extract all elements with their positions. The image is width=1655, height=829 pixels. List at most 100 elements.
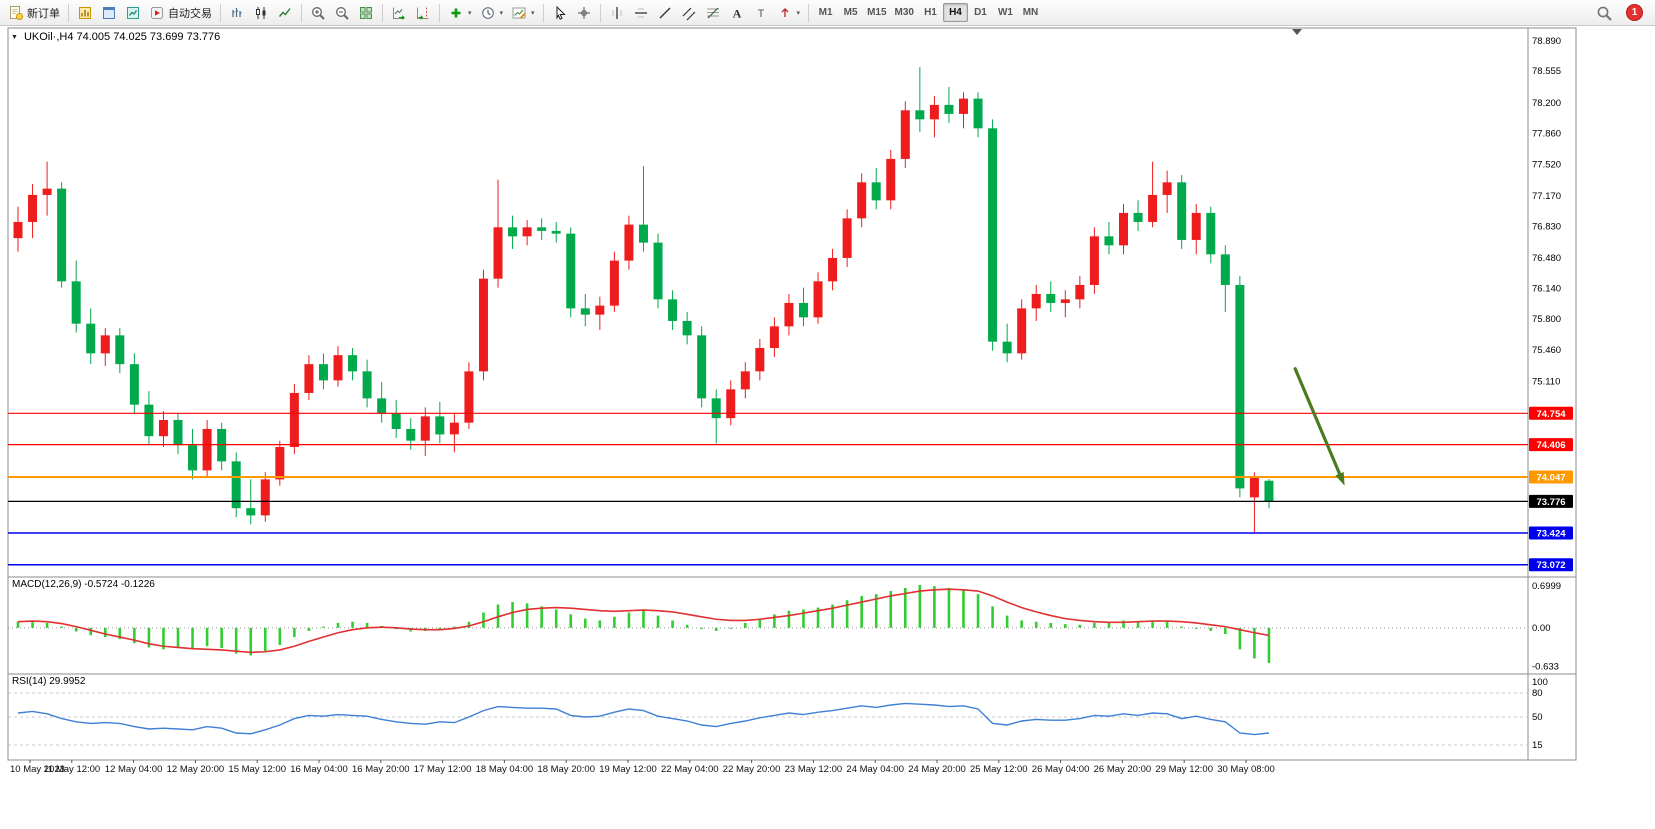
indicators-button[interactable]: ▾ xyxy=(444,2,476,24)
zoom-in-button[interactable] xyxy=(306,2,330,24)
candle xyxy=(1133,200,1143,231)
candle xyxy=(537,218,547,240)
candle xyxy=(464,362,474,429)
time-axis-label: 30 May 08:00 xyxy=(1217,764,1275,775)
data-window-button[interactable] xyxy=(97,2,121,24)
svg-text:T: T xyxy=(757,8,764,20)
vertical-line-button[interactable] xyxy=(605,2,629,24)
chart-shift-marker[interactable] xyxy=(1292,29,1302,35)
timeframe-m5-button[interactable]: M5 xyxy=(843,7,858,18)
strategy-tester-icon xyxy=(125,5,141,21)
horizontal-line-button[interactable] xyxy=(629,2,653,24)
candle xyxy=(988,119,998,351)
time-axis-label: 10 May 2023 xyxy=(10,764,65,775)
tile-windows-button[interactable] xyxy=(354,2,378,24)
toolbar-separator xyxy=(542,3,544,22)
price-axis-label: 76.140 xyxy=(1532,284,1561,295)
timeframe-h1-button[interactable]: H1 xyxy=(924,7,937,18)
candlestick-chart-button[interactable] xyxy=(249,2,273,24)
candle xyxy=(508,215,518,249)
arrows-button[interactable]: ▾ xyxy=(773,2,805,24)
candle xyxy=(726,380,736,426)
candle xyxy=(886,149,896,210)
crosshair-button[interactable] xyxy=(572,2,596,24)
candle xyxy=(1177,175,1187,249)
arrows-icon xyxy=(777,5,793,21)
candle xyxy=(638,166,648,252)
chart-canvas[interactable]: 74.754 74.406 74.047 73.776 73.424 73.072 78.8… xyxy=(0,26,1655,829)
candle xyxy=(1220,245,1230,312)
channel-button[interactable] xyxy=(677,2,701,24)
candle xyxy=(100,328,110,366)
timeframe-w1-button[interactable]: W1 xyxy=(997,7,1013,18)
price-axis-label: 77.860 xyxy=(1532,129,1561,140)
market-watch-button[interactable] xyxy=(73,2,97,24)
price-line-label: 74.406 xyxy=(1536,440,1565,451)
price-line-74-047[interactable]: 74.047 xyxy=(8,470,1573,484)
trendline-button[interactable] xyxy=(653,2,677,24)
chart-menu-icon[interactable]: ▼ xyxy=(11,33,18,41)
timeframe-h4-button[interactable]: H4 xyxy=(942,3,968,22)
auto-scroll-button[interactable] xyxy=(387,2,411,24)
strategy-tester-button[interactable] xyxy=(121,2,145,24)
svg-text:A: A xyxy=(732,6,741,20)
time-axis-label: 16 May 20:00 xyxy=(352,764,410,775)
new-order-button[interactable]: 新订单 xyxy=(4,2,64,24)
candle xyxy=(740,362,750,399)
templates-button[interactable]: ▾ xyxy=(507,2,539,24)
price-line-badge xyxy=(1529,470,1573,484)
cursor-icon xyxy=(552,5,568,21)
price-line-73-424[interactable]: 73.424 xyxy=(8,526,1573,540)
rsi-axis-label: 15 xyxy=(1532,740,1543,751)
periods-button[interactable]: ▾ xyxy=(476,2,508,24)
price-axis-label: 75.460 xyxy=(1532,345,1561,356)
price-line-74-754[interactable]: 74.754 xyxy=(8,406,1573,420)
candle xyxy=(784,293,794,336)
trendline-icon xyxy=(657,5,673,21)
timeframe-m30-button[interactable]: M30 xyxy=(894,7,914,18)
time-axis-label: 24 May 04:00 xyxy=(846,764,904,775)
price-line-badge xyxy=(1529,494,1573,508)
candle xyxy=(129,353,139,414)
candle xyxy=(28,184,38,239)
price-line-74-406[interactable]: 74.406 xyxy=(8,438,1573,452)
search-button[interactable] xyxy=(1591,2,1617,24)
notification-badge[interactable]: 1 xyxy=(1626,4,1643,21)
toolbar-separator xyxy=(301,3,302,22)
toolbar-separator xyxy=(808,3,810,22)
candle xyxy=(1089,227,1099,294)
fibonacci-button[interactable] xyxy=(701,2,725,24)
candle xyxy=(697,326,707,408)
bar-chart-button[interactable] xyxy=(225,2,249,24)
price-line-badge xyxy=(1529,526,1573,540)
price-line-73-072[interactable]: 73.072 xyxy=(8,558,1573,572)
line-chart-button[interactable] xyxy=(273,2,297,24)
text-button[interactable]: A xyxy=(725,2,749,24)
zoom-out-button[interactable] xyxy=(330,2,354,24)
templates-icon xyxy=(511,5,527,21)
candle xyxy=(769,317,779,357)
candle xyxy=(13,206,23,252)
current-price-line[interactable]: 73.776 xyxy=(8,494,1573,508)
label-button[interactable]: T xyxy=(749,2,773,24)
auto-trading-button[interactable]: 自动交易 xyxy=(145,2,216,24)
text-icon: A xyxy=(729,5,745,21)
candlestick-chart-icon xyxy=(253,5,269,21)
timeframe-m1-button[interactable]: M1 xyxy=(818,7,833,18)
toolbar-separator xyxy=(68,3,69,22)
timeframe-m15-button[interactable]: M15 xyxy=(867,7,887,18)
time-axis-label: 23 May 12:00 xyxy=(785,764,843,775)
timeframe-d1-button[interactable]: D1 xyxy=(974,7,987,18)
timeframe-mn-button[interactable]: MN xyxy=(1022,7,1039,18)
candle xyxy=(362,359,372,408)
candle xyxy=(260,472,270,522)
candle xyxy=(929,95,939,138)
candle xyxy=(231,452,241,518)
trend-arrow[interactable] xyxy=(1293,367,1345,486)
new-order-icon xyxy=(8,5,24,21)
cursor-button[interactable] xyxy=(548,2,572,24)
chart-shift-icon xyxy=(415,5,431,21)
time-axis-label: 17 May 12:00 xyxy=(414,764,472,775)
chart-shift-button[interactable] xyxy=(411,2,435,24)
new-order-button-label: 新订单 xyxy=(27,7,60,20)
